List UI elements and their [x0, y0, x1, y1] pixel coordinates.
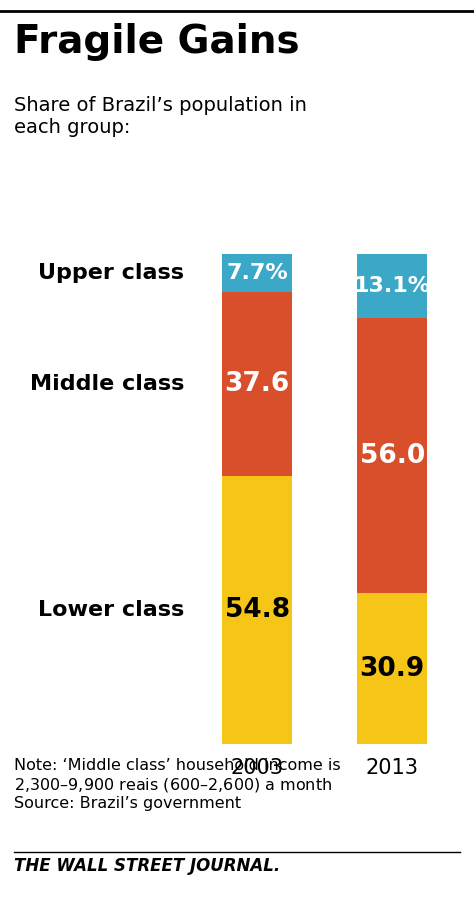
- Text: Upper class: Upper class: [38, 263, 184, 283]
- Text: Fragile Gains: Fragile Gains: [14, 23, 300, 61]
- Text: 13.1%: 13.1%: [354, 277, 431, 296]
- Bar: [222, 476, 292, 744]
- Text: 56.0: 56.0: [360, 443, 425, 469]
- Text: 37.6: 37.6: [225, 370, 290, 397]
- Bar: [357, 593, 428, 744]
- Text: Note: ‘Middle class’ household income is
2,300–9,900 reais ($600–$2,600) a month: Note: ‘Middle class’ household income is…: [14, 758, 341, 811]
- Text: 30.9: 30.9: [360, 655, 425, 682]
- Text: 7.7%: 7.7%: [226, 263, 288, 283]
- Bar: [357, 319, 428, 593]
- Text: 54.8: 54.8: [225, 597, 290, 623]
- Bar: [357, 255, 428, 319]
- Text: THE WALL STREET JOURNAL.: THE WALL STREET JOURNAL.: [14, 857, 281, 875]
- Bar: [222, 254, 292, 291]
- Text: Middle class: Middle class: [30, 374, 184, 393]
- Text: Share of Brazil’s population in
each group:: Share of Brazil’s population in each gro…: [14, 96, 307, 138]
- Text: Lower class: Lower class: [38, 600, 184, 620]
- Bar: [222, 291, 292, 476]
